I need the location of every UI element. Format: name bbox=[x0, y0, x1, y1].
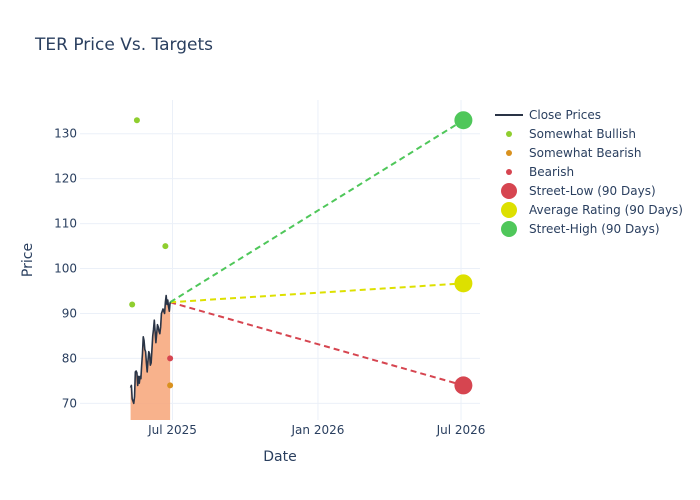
somewhat-bullish-rating-point[interactable] bbox=[129, 301, 136, 308]
legend-item-somewhat-bullish[interactable]: Somewhat Bullish bbox=[506, 127, 636, 141]
close-price-line bbox=[129, 294, 171, 405]
y-tick-label: 90 bbox=[62, 306, 77, 320]
somewhat-bearish-rating-point[interactable] bbox=[167, 382, 174, 389]
legend-swatch-street-low-90-days bbox=[501, 183, 517, 199]
legend-swatch-somewhat-bullish bbox=[506, 131, 512, 137]
legend-label: Bearish bbox=[529, 165, 574, 179]
y-tick-label: 70 bbox=[62, 396, 77, 410]
street-low-90-days-target-line bbox=[169, 301, 464, 387]
y-axis-title: Price bbox=[20, 243, 36, 277]
x-tick-label: Jul 2025 bbox=[147, 423, 197, 437]
target-lines bbox=[169, 119, 464, 387]
y-tick-label: 110 bbox=[54, 217, 77, 231]
legend-item-street-high-90-days[interactable]: Street-High (90 Days) bbox=[501, 221, 660, 237]
x-axis-title: Date bbox=[263, 449, 296, 465]
x-tick-label: Jan 2026 bbox=[291, 423, 345, 437]
y-tick-label: 130 bbox=[54, 127, 77, 141]
average-rating-90-days-target-point[interactable] bbox=[454, 274, 473, 293]
legend-item-bearish[interactable]: Bearish bbox=[506, 165, 574, 179]
bearish-rating-point[interactable] bbox=[167, 355, 174, 362]
legend-swatch-street-high-90-days bbox=[501, 221, 517, 237]
legend-label: Close Prices bbox=[529, 108, 601, 122]
close-price-area bbox=[130, 295, 171, 420]
street-low-90-days-target-point[interactable] bbox=[454, 376, 473, 395]
legend-label: Somewhat Bearish bbox=[529, 146, 641, 160]
y-axis-ticks: 70 80 90 100 110 120 130 bbox=[54, 127, 77, 411]
chart-title: TER Price Vs. Targets bbox=[34, 35, 213, 55]
legend-item-close-prices[interactable]: Close Prices bbox=[495, 108, 601, 122]
target-markers bbox=[454, 111, 473, 395]
somewhat-bullish-rating-point[interactable] bbox=[133, 117, 140, 124]
legend-item-street-low-90-days[interactable]: Street-Low (90 Days) bbox=[501, 183, 656, 199]
close-price-series-line bbox=[129, 294, 171, 405]
average-rating-90-days-target-line bbox=[170, 282, 464, 304]
legend-item-average-rating-90-days[interactable]: Average Rating (90 Days) bbox=[501, 202, 683, 218]
legend-label: Street-Low (90 Days) bbox=[529, 184, 656, 198]
legend-swatch-somewhat-bearish bbox=[506, 150, 512, 156]
y-tick-label: 120 bbox=[54, 172, 77, 186]
street-high-90-days-target-point[interactable] bbox=[454, 111, 473, 130]
legend-label: Somewhat Bullish bbox=[529, 127, 636, 141]
legend-label: Street-High (90 Days) bbox=[529, 222, 660, 236]
x-axis-ticks: Jul 2025 Jan 2026 Jul 2026 bbox=[147, 423, 485, 437]
y-tick-label: 80 bbox=[62, 351, 77, 365]
legend-swatch-bearish bbox=[506, 169, 512, 175]
legend-label: Average Rating (90 Days) bbox=[529, 203, 683, 217]
legend-item-somewhat-bearish[interactable]: Somewhat Bearish bbox=[506, 146, 641, 160]
legend[interactable]: Close Prices Somewhat Bullish Somewhat Bea… bbox=[495, 108, 683, 237]
x-tick-label: Jul 2026 bbox=[436, 423, 486, 437]
street-high-90-days-target-line bbox=[169, 119, 464, 304]
legend-swatch-average-rating-90-days bbox=[501, 202, 517, 218]
close-price-area-fill bbox=[130, 295, 171, 420]
y-tick-label: 100 bbox=[54, 262, 77, 276]
analyst-rating-points bbox=[129, 117, 174, 389]
somewhat-bullish-rating-point[interactable] bbox=[162, 243, 169, 250]
